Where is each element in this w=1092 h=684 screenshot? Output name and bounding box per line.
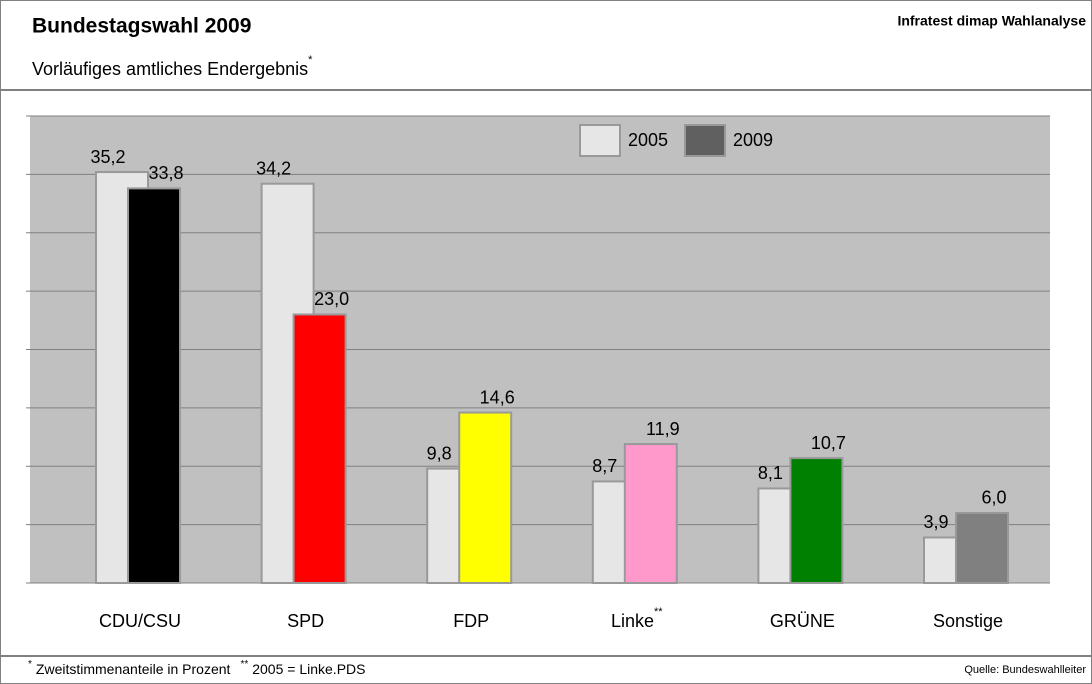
data-label: 9,8: [427, 443, 452, 463]
footnote-mark: **: [240, 659, 248, 670]
data-label: 8,1: [758, 463, 783, 483]
subtitle-superscript: *: [308, 54, 313, 66]
x-tick-label: GRÜNE: [770, 611, 835, 631]
footnote-text: Zweitstimmenanteile in Prozent: [36, 661, 231, 677]
category-name: Linke: [611, 611, 654, 631]
data-label: 33,8: [148, 163, 183, 183]
data-label: 10,7: [811, 433, 846, 453]
footnote: * Zweitstimmenanteile in Prozent ** 2005 = …: [28, 659, 365, 677]
bar: [789, 457, 844, 585]
data-label: 6,0: [981, 488, 1006, 508]
legend-label: 2009: [733, 130, 773, 150]
x-tick-label: Sonstige: [933, 611, 1003, 631]
x-tick-label: CDU/CSU: [99, 611, 181, 631]
category-name: FDP: [453, 611, 489, 631]
bar: [623, 443, 678, 584]
subtitle: Vorläufiges amtliches Endergebnis*: [32, 54, 313, 79]
category-name: Sonstige: [933, 611, 1003, 631]
legend-swatch: [579, 124, 621, 157]
subtitle-text: Vorläufiges amtliches Endergebnis: [32, 59, 308, 79]
x-tick-label: Linke**: [611, 606, 663, 631]
chart-title: Bundestagswahl 2009: [32, 15, 251, 38]
data-label: 34,2: [256, 158, 291, 178]
data-label: 3,9: [923, 512, 948, 532]
legend-swatch: [684, 124, 726, 157]
x-tick-label: SPD: [287, 611, 324, 631]
bar: [458, 411, 513, 585]
data-label: 35,2: [90, 147, 125, 167]
data-label: 23,0: [314, 289, 349, 309]
category-superscript: **: [654, 606, 663, 618]
data-label: 8,7: [592, 456, 617, 476]
source-top: Infratest dimap Wahlanalyse: [897, 13, 1086, 29]
category-name: CDU/CSU: [99, 611, 181, 631]
bar: [955, 511, 1009, 585]
bar: [292, 313, 347, 584]
category-name: GRÜNE: [770, 611, 835, 631]
source: Quelle: Bundeswahlleiter: [964, 664, 1086, 676]
legend-label: 2005: [628, 130, 668, 150]
footnote-mark: *: [28, 659, 32, 670]
data-label: 14,6: [480, 387, 515, 407]
bar: [127, 187, 181, 584]
category-name: SPD: [287, 611, 324, 631]
data-label: 11,9: [646, 419, 680, 439]
footnote-text: 2005 = Linke.PDS: [252, 661, 365, 677]
x-tick-label: FDP: [453, 611, 489, 631]
